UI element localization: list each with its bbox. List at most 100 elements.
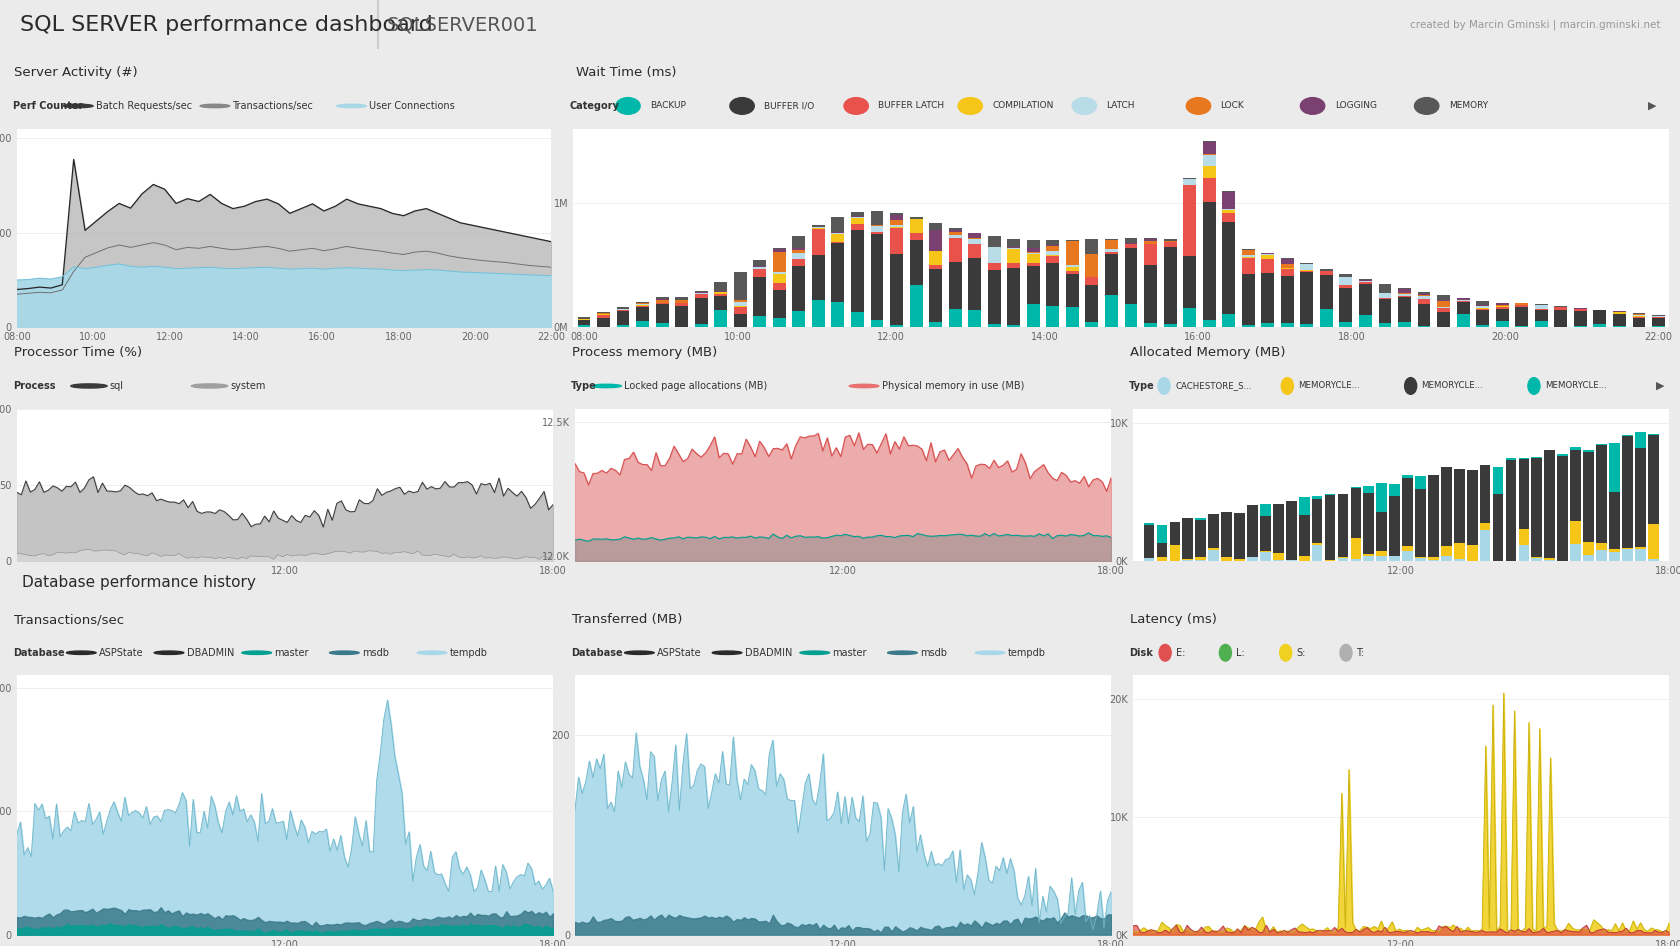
Ellipse shape: [729, 97, 754, 114]
Bar: [1006, 325, 1020, 327]
Bar: [1310, 496, 1322, 499]
Text: msdb: msdb: [919, 648, 946, 657]
Ellipse shape: [848, 384, 879, 388]
Text: Wait Time (ms): Wait Time (ms): [576, 66, 675, 79]
Text: Database: Database: [571, 648, 622, 657]
Bar: [714, 310, 727, 327]
Bar: [773, 272, 785, 274]
Bar: [753, 266, 766, 267]
Bar: [1544, 560, 1554, 561]
Bar: [890, 228, 902, 254]
Bar: [1045, 246, 1058, 251]
Bar: [1194, 557, 1206, 560]
Text: LATCH: LATCH: [1105, 101, 1134, 111]
Text: SQLSERVER001: SQLSERVER001: [386, 15, 538, 34]
Text: Processor Time (%): Processor Time (%): [13, 346, 141, 359]
Bar: [1300, 272, 1312, 324]
Bar: [714, 291, 727, 292]
Bar: [1221, 314, 1235, 327]
Bar: [850, 218, 864, 224]
Bar: [1517, 529, 1529, 545]
Bar: [1144, 323, 1156, 327]
Bar: [1181, 560, 1193, 561]
Text: Physical memory in use (MB): Physical memory in use (MB): [880, 381, 1023, 391]
Text: ASPState: ASPState: [657, 648, 701, 657]
Ellipse shape: [1527, 377, 1539, 394]
Bar: [1517, 545, 1529, 561]
Bar: [850, 212, 864, 217]
Bar: [773, 274, 785, 283]
Bar: [1572, 325, 1586, 327]
Bar: [1260, 324, 1273, 327]
Bar: [1401, 546, 1413, 552]
Bar: [909, 219, 922, 233]
Bar: [714, 292, 727, 294]
Text: Database: Database: [13, 648, 64, 657]
Bar: [1475, 324, 1488, 327]
Bar: [655, 323, 669, 327]
Bar: [1556, 456, 1567, 561]
Bar: [1475, 308, 1488, 310]
Bar: [1272, 504, 1284, 553]
Bar: [968, 309, 981, 327]
Bar: [1583, 449, 1593, 452]
Bar: [1221, 513, 1231, 557]
Bar: [617, 324, 628, 327]
Bar: [1415, 476, 1425, 489]
Bar: [1247, 505, 1257, 556]
Bar: [1163, 324, 1176, 327]
Text: S:: S:: [1295, 648, 1305, 657]
Ellipse shape: [71, 384, 108, 388]
Bar: [1357, 284, 1371, 315]
Bar: [791, 236, 805, 248]
Text: MEMORY: MEMORY: [1448, 101, 1487, 111]
Bar: [1201, 154, 1215, 155]
Bar: [890, 225, 902, 227]
Bar: [1142, 525, 1154, 558]
Bar: [1156, 525, 1166, 543]
Text: COMPILATION: COMPILATION: [991, 101, 1053, 111]
Bar: [1534, 310, 1547, 322]
Bar: [1085, 254, 1097, 277]
Bar: [1201, 178, 1215, 201]
Bar: [1242, 274, 1253, 325]
Bar: [1260, 254, 1273, 255]
Bar: [1416, 293, 1430, 295]
Bar: [890, 219, 902, 225]
Bar: [1065, 271, 1079, 274]
Ellipse shape: [329, 651, 360, 655]
Text: tempdb: tempdb: [449, 648, 487, 657]
Bar: [1280, 276, 1294, 323]
Bar: [870, 232, 884, 234]
Bar: [1144, 265, 1156, 323]
Bar: [1572, 311, 1586, 325]
Bar: [1593, 324, 1606, 327]
Bar: [734, 307, 746, 314]
Bar: [1026, 263, 1040, 266]
Bar: [850, 231, 864, 312]
Bar: [1475, 310, 1488, 324]
Bar: [1357, 279, 1371, 280]
Bar: [773, 248, 785, 250]
Bar: [1156, 543, 1166, 557]
Text: Type: Type: [571, 381, 596, 391]
Bar: [675, 300, 687, 303]
Bar: [1006, 249, 1020, 263]
Text: Process: Process: [13, 381, 55, 391]
Bar: [1378, 299, 1391, 323]
Bar: [694, 324, 707, 327]
Bar: [811, 227, 825, 229]
Bar: [1362, 554, 1373, 556]
Bar: [1362, 485, 1373, 493]
Bar: [1208, 550, 1218, 561]
Bar: [1613, 326, 1625, 327]
Bar: [1593, 310, 1606, 324]
Ellipse shape: [887, 651, 917, 655]
Text: LOCK: LOCK: [1220, 101, 1243, 111]
Bar: [1085, 322, 1097, 327]
Bar: [1201, 142, 1215, 154]
Bar: [753, 268, 766, 269]
Bar: [773, 318, 785, 327]
Bar: [1514, 303, 1527, 305]
Bar: [1299, 497, 1309, 516]
